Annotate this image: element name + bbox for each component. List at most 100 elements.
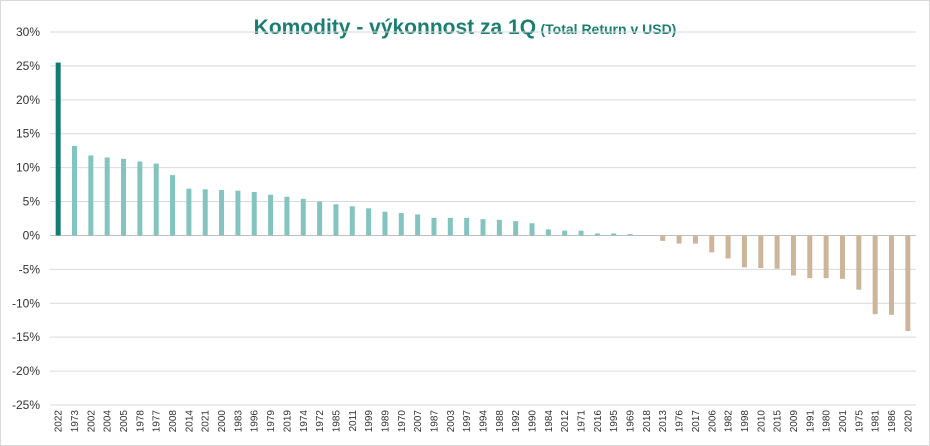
x-tick-label: 2007 (413, 410, 424, 433)
x-tick-label: 2003 (446, 410, 457, 433)
bar-2005 (121, 158, 127, 236)
bar-1984 (545, 229, 551, 236)
x-tick-label: 2008 (168, 410, 179, 433)
x-tick-label: 1988 (495, 410, 506, 433)
bar-2008 (170, 175, 176, 236)
bar-1980 (823, 235, 829, 279)
bar-1971 (578, 230, 584, 236)
x-tick-label: 2021 (201, 410, 212, 433)
y-tick-label: 30% (16, 25, 40, 39)
x-tick-label: 1973 (70, 410, 81, 433)
bar-1975 (856, 235, 862, 290)
x-tick-label: 1998 (740, 410, 751, 433)
bar-2011 (349, 206, 355, 236)
y-tick-label: 15% (16, 127, 40, 141)
x-tick-label: 2012 (560, 410, 571, 433)
bar-2019 (284, 196, 290, 236)
x-tick-label: 1976 (675, 410, 686, 433)
x-tick-label: 2002 (86, 410, 97, 433)
bar-1973 (72, 145, 78, 236)
bar-2007 (415, 214, 421, 236)
y-tick-label: -15% (12, 330, 40, 344)
bar-1990 (529, 223, 535, 236)
bar-1999 (366, 208, 372, 236)
x-tick-label: 1983 (233, 410, 244, 433)
bar-1977 (153, 163, 159, 236)
x-tick-label: 1999 (364, 410, 375, 433)
bar-2020 (905, 235, 911, 332)
bar-2002 (88, 155, 94, 236)
x-tick-label: 1991 (805, 410, 816, 433)
x-tick-label: 1977 (152, 410, 163, 433)
x-tick-label: 1980 (822, 410, 833, 433)
bar-1988 (496, 219, 502, 236)
x-tick-label: 2013 (658, 410, 669, 433)
chart-title-main: Komodity - výkonnost za 1Q (253, 16, 537, 39)
bar-1983 (235, 190, 241, 236)
bar-2017 (692, 235, 698, 244)
x-tick-label: 1971 (577, 410, 588, 433)
bar-2012 (562, 230, 568, 236)
x-tick-label: 2009 (789, 410, 800, 433)
x-tick-label: 1985 (331, 410, 342, 433)
x-tick-label: 2020 (903, 410, 914, 433)
chart-subtitle: (Total Return v USD) (540, 21, 677, 37)
x-tick-label: 1969 (626, 410, 637, 433)
x-tick-label: 1978 (135, 410, 146, 433)
bar-2015 (774, 235, 780, 269)
bar-1970 (398, 213, 404, 236)
x-tick-label: 2017 (691, 410, 702, 433)
bars (55, 62, 911, 332)
x-tick-label: 1990 (528, 410, 539, 433)
gridlines (50, 31, 916, 406)
x-tick-label: 1995 (609, 410, 620, 433)
chart-title: Komodity - výkonnost za 1Q (Total Return… (0, 16, 930, 40)
bar-1985 (333, 204, 339, 236)
x-axis-ticks: 2022 1973 2002 2004 2005 1978 1977 2008 2014 2021… (54, 410, 915, 433)
x-tick-label: 1972 (315, 410, 326, 433)
bar-1981 (872, 235, 878, 315)
x-tick-label: 2004 (103, 410, 114, 433)
bar-1969 (627, 234, 633, 236)
x-tick-label: 1984 (544, 410, 555, 433)
x-tick-label: 1974 (299, 410, 310, 433)
bar-1998 (741, 235, 747, 268)
x-tick-label: 1981 (871, 410, 882, 433)
bar-2000 (219, 190, 225, 236)
y-tick-label: 10% (16, 161, 40, 175)
y-tick-label: 0% (23, 228, 41, 242)
bar-1991 (807, 235, 813, 279)
y-tick-label: 25% (16, 59, 40, 73)
x-tick-label: 2018 (642, 410, 653, 433)
x-tick-label: 1997 (462, 410, 473, 433)
x-tick-label: 2022 (54, 410, 65, 433)
bar-1992 (513, 221, 519, 236)
x-tick-label: 2005 (119, 410, 130, 433)
bar-1989 (382, 211, 388, 236)
x-tick-label: 1989 (380, 410, 391, 433)
bar-1995 (611, 233, 617, 236)
bar-1974 (300, 198, 306, 236)
x-tick-label: 2001 (838, 410, 849, 433)
bar-2022 (55, 62, 61, 236)
bar-1994 (480, 219, 486, 236)
x-tick-label: 1994 (479, 410, 490, 433)
y-tick-label: -20% (12, 364, 40, 378)
x-tick-label: 2011 (348, 410, 359, 432)
x-tick-label: 2014 (184, 410, 195, 433)
bar-2006 (709, 235, 715, 253)
bar-1982 (725, 235, 731, 259)
bar-1976 (676, 235, 682, 244)
bar-2014 (186, 188, 192, 236)
bar-2001 (839, 235, 845, 279)
x-tick-label: 1975 (854, 410, 865, 433)
x-tick-label: 2015 (773, 410, 784, 433)
x-tick-label: 2006 (707, 410, 718, 433)
bar-2021 (202, 189, 208, 236)
bar-1978 (137, 161, 143, 236)
y-tick-label: -5% (19, 262, 41, 276)
x-tick-label: 2010 (756, 410, 767, 433)
x-tick-label: 2019 (282, 410, 293, 433)
x-tick-label: 1987 (429, 410, 440, 433)
y-axis-ticks: -25% -20% -15% -10% -5% 0% 5% 10% 15% 20% 25% 30% (12, 25, 40, 412)
